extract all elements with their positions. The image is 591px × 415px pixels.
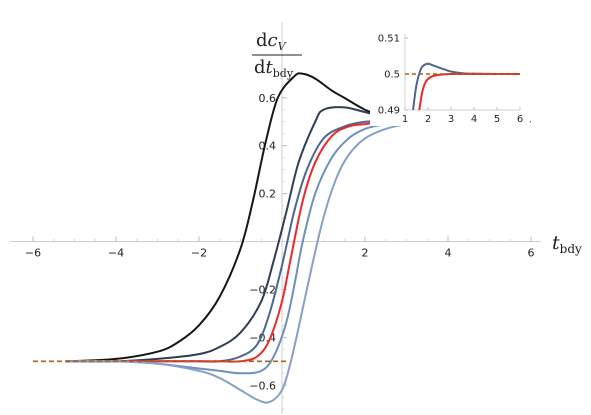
svg-text:dtbdy: dtbdy (254, 57, 294, 80)
x-title-sub: bdy (560, 242, 582, 256)
y-tick-label: −0.2 (249, 283, 276, 296)
y-title-den-sub: bdy (273, 67, 294, 80)
inset-y-tick-label: 0.49 (378, 106, 400, 117)
y-title-den-main: t (266, 57, 274, 78)
inset-series-line-red (418, 72, 520, 110)
y-tick-label: −0.6 (249, 379, 276, 392)
svg-text:dcV: dcV (256, 30, 287, 53)
inset-y-tick-label: 0.5 (384, 70, 400, 81)
inset-x-tick-label: 5 (494, 114, 500, 125)
x-tick-label: −2 (191, 247, 207, 260)
x-title-main: t (552, 232, 560, 254)
x-tick-label: 4 (445, 247, 452, 260)
x-tick-label: 2 (362, 247, 369, 260)
svg-text:tbdy: tbdy (552, 232, 582, 256)
inset-x-tick-label: 1 (402, 114, 408, 125)
x-tick-label: −4 (108, 247, 124, 260)
y-title-num-d: d (256, 30, 268, 51)
inset-y-tick-label: 0.51 (378, 34, 400, 45)
inset-plot: 1 2 3 4 5 6 0.49 0.5 0.51 (370, 26, 530, 126)
y-title-num-main: c (268, 30, 278, 51)
inset-x-tick-label: 4 (471, 114, 477, 125)
inset-x-tick-label: 2 (425, 114, 431, 125)
y-tick-label: 0.6 (259, 92, 277, 105)
inset-background (370, 26, 530, 126)
y-tick-label: 0.4 (259, 140, 277, 153)
inset-x-tick-label: 6 (517, 114, 523, 125)
y-axis-title: dcV dtbdy (252, 30, 302, 80)
y-tick-label: 0.2 (259, 188, 277, 201)
x-tick-label: 6 (528, 247, 535, 260)
main-plot: −6 −4 −2 2 4 6−0.6−0.4−0.20.20.40.6 (10, 22, 541, 414)
x-tick-label: −6 (25, 247, 41, 260)
inset-x-tick-label: 3 (448, 114, 454, 125)
y-title-den-d: d (254, 57, 266, 78)
y-title-num-sub: V (278, 40, 287, 53)
x-axis-title: tbdy (552, 232, 582, 256)
